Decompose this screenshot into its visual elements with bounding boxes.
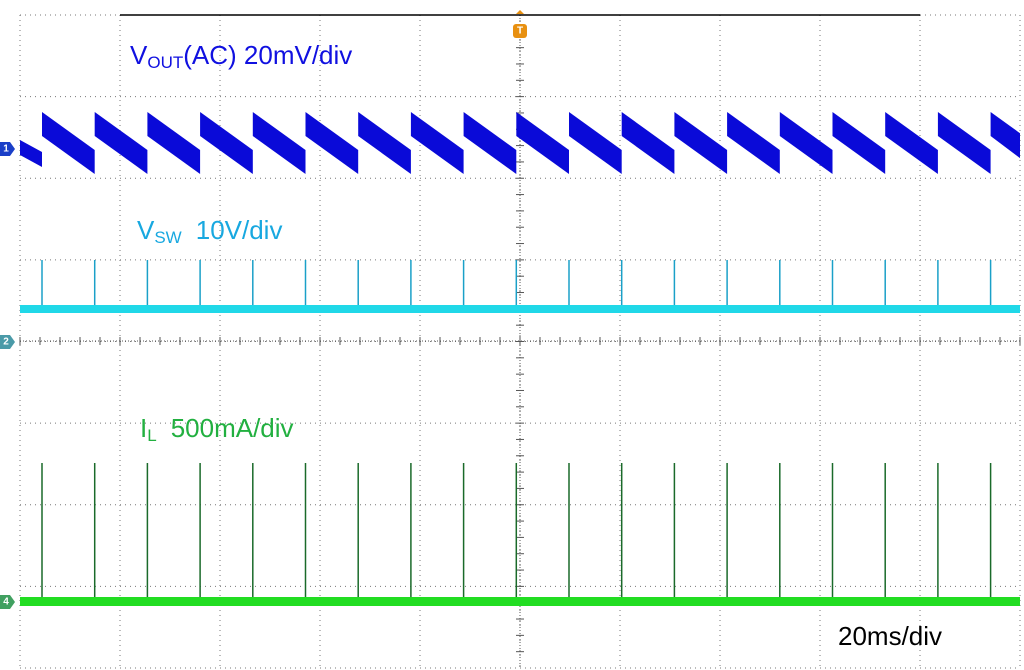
vout-trace (410, 112, 464, 174)
svg-text:4: 4 (3, 597, 9, 608)
vout-trace (727, 112, 780, 174)
il-trace (20, 597, 1020, 606)
ch2-marker: 2 (0, 335, 15, 349)
svg-text:2: 2 (3, 337, 9, 348)
vout-trace (832, 112, 886, 174)
ch1-label: VOUT(AC) 20mV/div (130, 40, 352, 72)
vsw-trace (20, 305, 1020, 313)
vout-trace (621, 112, 675, 174)
ch2-label: VSW 10V/div (137, 215, 282, 247)
svg-text:T: T (517, 26, 523, 37)
ch4-label: IL 500mA/div (140, 413, 294, 445)
vout-trace (200, 112, 253, 174)
vout-trace (674, 112, 728, 174)
vout-trace (305, 112, 359, 174)
ch1-marker: 1 (0, 142, 15, 156)
vout-trace (463, 112, 517, 174)
vout-trace (42, 112, 95, 174)
vout-trace (990, 112, 1020, 159)
vout-trace (885, 112, 938, 174)
vout-trace (94, 112, 148, 174)
svg-text:1: 1 (3, 144, 9, 155)
trigger-marker: T (513, 10, 527, 38)
waveforms (20, 112, 1020, 606)
vout-trace (147, 112, 201, 174)
vout-trace (252, 112, 306, 174)
ch4-marker: 4 (0, 595, 15, 609)
vout-trace (937, 112, 991, 174)
vout-trace (516, 112, 569, 174)
timebase: 20ms/div (838, 621, 942, 651)
vout-trace (20, 140, 42, 167)
vout-trace (358, 112, 411, 174)
graticule (19, 14, 1021, 669)
vout-trace (779, 112, 833, 174)
vout-trace (569, 112, 622, 174)
